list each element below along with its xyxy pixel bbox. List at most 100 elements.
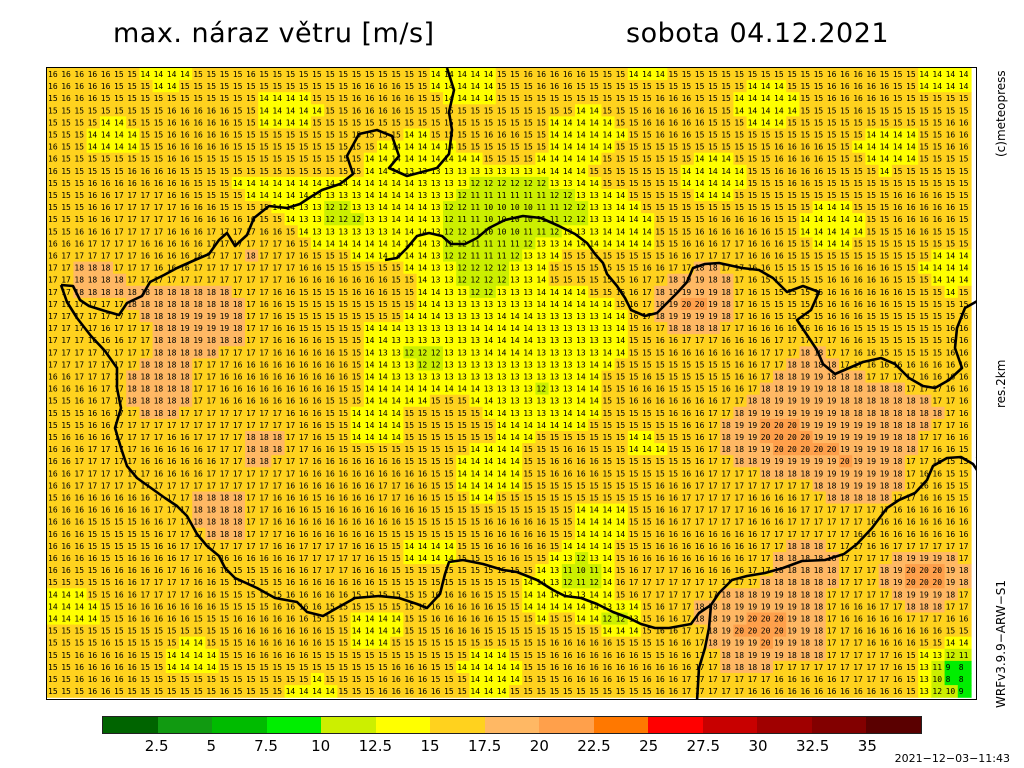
gust-value: 12 — [338, 215, 348, 224]
gust-cell — [759, 80, 774, 93]
gust-value: 13 — [510, 264, 520, 273]
gust-value: 15 — [721, 143, 731, 152]
gust-value: 14 — [325, 239, 335, 248]
gust-value: 15 — [932, 131, 942, 140]
gust-value: 15 — [629, 82, 639, 91]
gust-value: 15 — [840, 143, 850, 152]
gust-value: 15 — [510, 143, 520, 152]
gust-value: 13 — [589, 191, 599, 200]
gust-value: 11 — [536, 203, 546, 212]
gust-value: 15 — [233, 70, 243, 79]
gust-value: 14 — [365, 191, 375, 200]
gust-value: 14 — [563, 143, 573, 152]
gust-value: 16 — [932, 191, 942, 200]
gust-value: 14 — [682, 179, 692, 188]
gust-value: 13 — [418, 191, 428, 200]
gust-value: 15 — [220, 70, 230, 79]
gust-value: 14 — [629, 227, 639, 236]
gust-value: 17 — [48, 300, 58, 309]
gust-value: 15 — [880, 118, 890, 127]
gust-value: 12 — [510, 179, 520, 188]
gust-value: 15 — [800, 82, 810, 91]
gust-value: 15 — [946, 167, 956, 176]
gust-value: 16 — [655, 264, 665, 273]
gust-value: 14 — [959, 276, 969, 285]
gust-value: 12 — [497, 264, 507, 273]
gust-value: 15 — [616, 276, 626, 285]
gust-value: 15 — [246, 167, 256, 176]
gust-value: 15 — [906, 118, 916, 127]
gust-value: 14 — [616, 215, 626, 224]
gust-value: 14 — [721, 155, 731, 164]
gust-value: 16 — [866, 82, 876, 91]
gust-value: 15 — [893, 276, 903, 285]
gust-value: 15 — [682, 191, 692, 200]
gust-value: 15 — [497, 94, 507, 103]
gust-value: 14 — [418, 143, 428, 152]
gust-cell — [99, 68, 114, 81]
gust-value: 15 — [616, 106, 626, 115]
gust-value: 11 — [457, 215, 467, 224]
gust-value: 15 — [893, 118, 903, 127]
gust-value: 15 — [748, 179, 758, 188]
gust-value: 15 — [404, 106, 414, 115]
gust-value: 12 — [444, 203, 454, 212]
gust-value: 15 — [312, 70, 322, 79]
gust-value: 14 — [286, 94, 296, 103]
gust-value: 16 — [378, 288, 388, 297]
gust-value: 16 — [655, 131, 665, 140]
gust-value: 14 — [470, 82, 480, 91]
gust-value: 16 — [853, 264, 863, 273]
gust-value: 16 — [352, 276, 362, 285]
gust-value: 14 — [602, 131, 612, 140]
gust-value: 16 — [193, 131, 203, 140]
gust-cell — [258, 80, 272, 93]
gust-cell — [403, 68, 418, 81]
gust-value: 14 — [840, 215, 850, 224]
gust-value: 14 — [484, 70, 494, 79]
gust-value: 14 — [286, 106, 296, 115]
gust-cell — [548, 80, 563, 93]
gust-value: 17 — [114, 252, 124, 261]
gust-value: 15 — [61, 203, 71, 212]
gust-value: 14 — [404, 203, 414, 212]
gust-value: 15 — [576, 264, 586, 273]
gust-value: 13 — [457, 179, 467, 188]
gust-value: 17 — [114, 215, 124, 224]
gust-value: 16 — [88, 179, 98, 188]
gust-cell — [522, 68, 536, 81]
gust-value: 16 — [484, 131, 494, 140]
gust-value: 17 — [642, 276, 652, 285]
gust-value: 14 — [378, 203, 388, 212]
gust-value: 14 — [906, 131, 916, 140]
gust-value: 14 — [589, 155, 599, 164]
gust-value: 13 — [510, 167, 520, 176]
gust-value: 15 — [853, 155, 863, 164]
gust-cell — [152, 68, 167, 81]
gust-value: 15 — [48, 106, 58, 115]
gust-value: 13 — [325, 191, 335, 200]
gust-cell — [931, 68, 946, 81]
gust-value: 15 — [642, 131, 652, 140]
gust-value: 16 — [959, 131, 969, 140]
gust-value: 16 — [325, 276, 335, 285]
gust-value: 14 — [299, 227, 309, 236]
gust-value: 15 — [299, 70, 309, 79]
gust-value: 17 — [154, 227, 164, 236]
gust-value: 17 — [167, 276, 177, 285]
gust-value: 15 — [800, 106, 810, 115]
gust-value: 16 — [866, 288, 876, 297]
gust-value: 14 — [946, 252, 956, 261]
gust-value: 16 — [180, 252, 190, 261]
gust-value: 15 — [497, 155, 507, 164]
gust-value: 15 — [721, 131, 731, 140]
gust-value: 15 — [246, 143, 256, 152]
gust-value: 15 — [180, 82, 190, 91]
gust-value: 18 — [74, 264, 84, 273]
gust-value: 15 — [800, 203, 810, 212]
gust-value: 17 — [233, 227, 243, 236]
gust-value: 15 — [655, 143, 665, 152]
gust-value: 17 — [48, 264, 58, 273]
gust-value: 15 — [814, 82, 824, 91]
gust-value: 17 — [233, 276, 243, 285]
